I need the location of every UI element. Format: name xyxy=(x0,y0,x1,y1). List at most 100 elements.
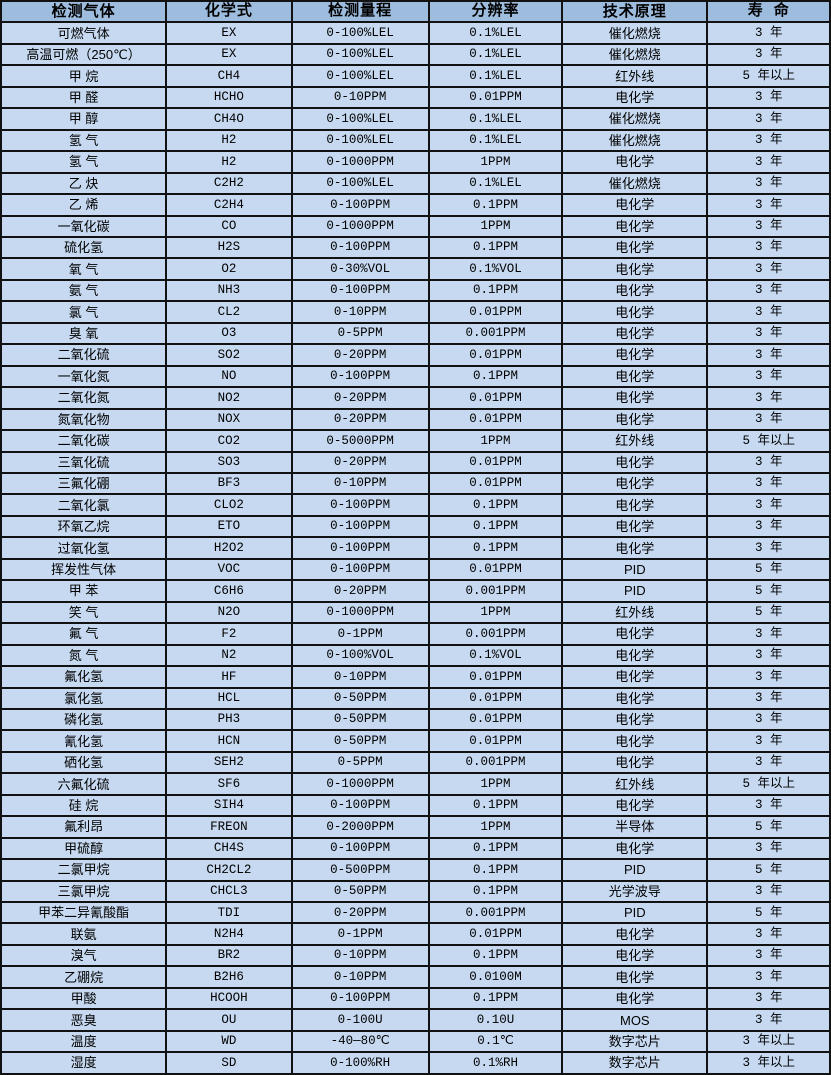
principle-cell: 催化燃烧 xyxy=(563,109,709,129)
gas-cell: 磷化氢 xyxy=(2,709,168,730)
gas-cell: 氢 气 xyxy=(2,152,168,172)
formula-cell: SIH4 xyxy=(167,795,293,816)
lifespan-cell: 3 年 xyxy=(754,240,783,255)
principle-cell: 电化学 xyxy=(563,259,709,279)
range-cell: 0-100PPM xyxy=(293,237,430,258)
table-row: 硒化氢 SEH2 0-5PPM 0.001PPM 电化学 3 年 xyxy=(2,752,829,775)
resolution-cell: 0.1PPM xyxy=(430,516,564,537)
table-row: 湿度 SD 0-100%RH 0.1%RH 数字芯片 3 年以上 xyxy=(2,1053,829,1073)
range-cell: 0-1000PPM xyxy=(293,774,430,794)
table-row: 过氧化氢 H2O2 0-100PPM 0.1PPM 电化学 3 年 xyxy=(2,538,829,560)
principle-cell: 电化学 xyxy=(563,667,709,687)
range-cell: 0-50PPM xyxy=(293,731,430,751)
range-cell: -40—80℃ xyxy=(293,1031,430,1052)
range-cell: 0-100PPM xyxy=(293,538,430,558)
gas-cell: 硅 烷 xyxy=(2,795,168,816)
range-cell: 0-5000PPM xyxy=(293,431,430,451)
gas-cell: 氯化氢 xyxy=(2,688,168,708)
range-cell: 0-5PPM xyxy=(293,752,430,773)
lifespan-cell: 3 年 xyxy=(754,304,783,319)
lifespan-cell: 5 年 xyxy=(754,562,783,577)
resolution-cell: 0.01PPM xyxy=(430,559,564,580)
gas-cell: 二氧化硫 xyxy=(2,345,168,365)
gas-cell: 二氧化氯 xyxy=(2,495,168,515)
lifespan-cell: 5 年 xyxy=(754,819,783,834)
gas-cell: 甲苯二异氰酸酯 xyxy=(2,903,168,923)
resolution-cell: 0.1%LEL xyxy=(430,173,564,194)
principle-cell: PID xyxy=(563,581,709,601)
lifespan-cell: 3 年 xyxy=(754,497,783,512)
principle-cell: 电化学 xyxy=(563,752,709,773)
resolution-cell: 0.1%LEL xyxy=(430,66,564,86)
lifespan-cell: 3 年 xyxy=(754,798,783,813)
table-row: 恶臭 OU 0-100U 0.10U MOS 3 年 xyxy=(2,1010,829,1032)
gas-cell: 氨 气 xyxy=(2,280,168,301)
range-cell: 0-10PPM xyxy=(293,967,430,987)
gas-cell: 甲硫醇 xyxy=(2,838,168,859)
resolution-cell: 0.01PPM xyxy=(430,409,564,430)
principle-cell: 电化学 xyxy=(563,945,709,966)
gas-cell: 六氟化硫 xyxy=(2,774,168,794)
principle-cell: 电化学 xyxy=(563,302,709,322)
principle-cell: 红外线 xyxy=(563,602,709,623)
formula-cell: EX xyxy=(167,23,293,43)
table-row: 笑 气 N2O 0-1000PPM 1PPM 红外线 5 年 xyxy=(2,602,829,625)
resolution-cell: 0.01PPM xyxy=(430,924,564,944)
formula-cell: H2O2 xyxy=(167,538,293,558)
col-header-lifespan: 寿 命 xyxy=(708,2,829,22)
range-cell: 0-100%VOL xyxy=(293,645,430,666)
formula-cell: TDI xyxy=(167,903,293,923)
resolution-cell: 0.001PPM xyxy=(430,581,564,601)
range-cell: 0-100%LEL xyxy=(293,109,430,129)
table-row: 甲 醛 HCHO 0-10PPM 0.01PPM 电化学 3 年 xyxy=(2,87,829,110)
lifespan-cell: 3 年 xyxy=(754,690,783,705)
table-row: 一氧化碳 CO 0-1000PPM 1PPM 电化学 3 年 xyxy=(2,216,829,238)
range-cell: 0-1000PPM xyxy=(293,152,430,172)
lifespan-cell: 5 年 xyxy=(754,862,783,877)
resolution-cell: 0.1%LEL xyxy=(430,44,564,65)
gas-cell: 三氧化硫 xyxy=(2,452,168,472)
table-row: 甲 苯 C6H6 0-20PPM 0.001PPM PID 5 年 xyxy=(2,581,829,603)
lifespan-cell: 3 年 xyxy=(754,154,783,169)
range-cell: 0-10PPM xyxy=(293,473,430,494)
resolution-cell: 0.01PPM xyxy=(430,688,564,708)
table-row: 乙 烯 C2H4 0-100PPM 0.1PPM 电化学 3 年 xyxy=(2,195,829,217)
col-header-principle: 技术原理 xyxy=(563,2,709,22)
table-row: 氢 气 H2 0-1000PPM 1PPM 电化学 3 年 xyxy=(2,152,829,174)
formula-cell: HCL xyxy=(167,688,293,708)
principle-cell: 电化学 xyxy=(563,323,709,344)
formula-cell: HCHO xyxy=(167,87,293,108)
gas-cell: 硫化氢 xyxy=(2,237,168,258)
formula-cell: SD xyxy=(167,1053,293,1073)
range-cell: 0-100PPM xyxy=(293,559,430,580)
formula-cell: SEH2 xyxy=(167,752,293,773)
resolution-cell: 0.1PPM xyxy=(430,881,564,902)
principle-cell: PID xyxy=(563,559,709,580)
gas-cell: 二氧化氮 xyxy=(2,388,168,408)
principle-cell: 电化学 xyxy=(563,495,709,515)
range-cell: 0-100PPM xyxy=(293,838,430,859)
table-row: 氯 气 CL2 0-10PPM 0.01PPM 电化学 3 年 xyxy=(2,302,829,324)
formula-cell: CLO2 xyxy=(167,495,293,515)
principle-cell: 电化学 xyxy=(563,87,709,108)
principle-cell: 电化学 xyxy=(563,388,709,408)
gas-cell: 挥发性气体 xyxy=(2,559,168,580)
principle-cell: MOS xyxy=(563,1010,709,1030)
lifespan-cell: 3 年以上 xyxy=(742,1055,795,1070)
table-row: 氮氧化物 NOX 0-20PPM 0.01PPM 电化学 3 年 xyxy=(2,409,829,432)
resolution-cell: 1PPM xyxy=(430,817,564,837)
gas-cell: 过氧化氢 xyxy=(2,538,168,558)
resolution-cell: 0.1%RH xyxy=(430,1053,564,1073)
gas-cell: 溴气 xyxy=(2,945,168,966)
gas-cell: 臭 氧 xyxy=(2,323,168,344)
formula-cell: N2 xyxy=(167,645,293,666)
resolution-cell: 0.001PPM xyxy=(430,323,564,344)
resolution-cell: 0.1PPM xyxy=(430,237,564,258)
col-header-gas: 检测气体 xyxy=(2,2,168,22)
lifespan-cell: 3 年 xyxy=(754,948,783,963)
range-cell: 0-10PPM xyxy=(293,87,430,108)
range-cell: 0-20PPM xyxy=(293,581,430,601)
range-cell: 0-1000PPM xyxy=(293,216,430,236)
table-row: 甲 醇 CH4O 0-100%LEL 0.1%LEL 催化燃烧 3 年 xyxy=(2,109,829,131)
table-row: 环氧乙烷 ETO 0-100PPM 0.1PPM 电化学 3 年 xyxy=(2,516,829,539)
